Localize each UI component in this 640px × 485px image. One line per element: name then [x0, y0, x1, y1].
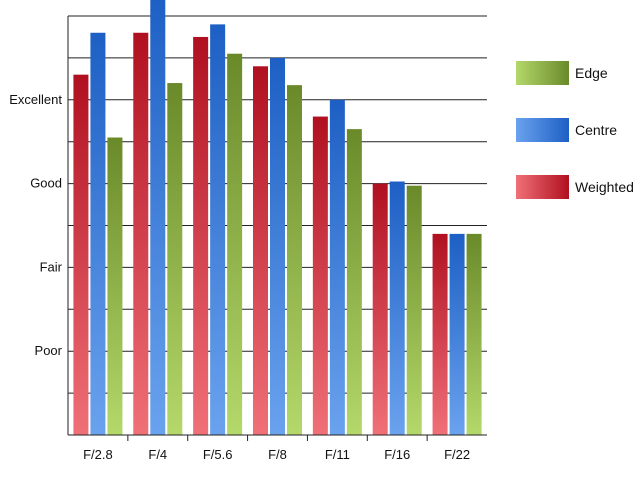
y-tick-labels: Poor Fair Good Excellent	[9, 92, 62, 358]
y-tick-label-fair: Fair	[40, 259, 63, 274]
bar-edge-f-5-6	[227, 53, 243, 436]
bar-edge-f-16	[406, 185, 422, 435]
x-tick-label-f-11: F/11	[325, 447, 350, 462]
bar-centre-f-5-6	[210, 24, 226, 435]
bar-edge-f-11	[346, 129, 362, 435]
axes	[67, 16, 487, 441]
bar-weighted-f-22	[432, 233, 448, 435]
bar-edge-f-2-8	[107, 137, 123, 435]
bar-weighted-f-16	[372, 183, 388, 435]
bar-centre-f-2-8	[90, 32, 106, 435]
legend-swatch-centre	[516, 118, 569, 142]
x-tick-label-f-16: F/16	[384, 447, 410, 462]
bar-weighted-f-8	[253, 66, 268, 435]
bar-edge-f-22	[466, 233, 482, 435]
x-tick-labels: F/2.8 F/4 F/5.6 F/8 F/11 F/16 F/22	[83, 447, 470, 462]
legend-label-edge: Edge	[575, 65, 608, 81]
bar-centre-f-16	[389, 181, 405, 435]
legend-label-centre: Centre	[575, 122, 617, 138]
bar-edge-f-4	[167, 83, 183, 435]
y-tick-label-poor: Poor	[35, 343, 63, 358]
legend-swatch-weighted	[516, 175, 569, 199]
y-tick-label-good: Good	[30, 176, 62, 191]
bars	[73, 0, 482, 436]
bar-edge-f-8	[287, 85, 302, 435]
legend-swatch-edge	[516, 61, 569, 85]
x-tick-label-f-2-8: F/2.8	[83, 447, 113, 462]
x-tick-label-f-8: F/8	[268, 447, 287, 462]
y-tick-label-excellent: Excellent	[9, 92, 62, 107]
x-tick-label-f-5-6: F/5.6	[203, 447, 233, 462]
bar-centre-f-8	[270, 57, 285, 436]
bar-weighted-f-2-8	[73, 74, 89, 435]
x-tick-label-f-4: F/4	[148, 447, 167, 462]
bar-weighted-f-4	[133, 32, 149, 435]
bar-centre-f-4	[150, 0, 166, 436]
x-tick-label-f-22: F/22	[444, 447, 470, 462]
bar-centre-f-11	[329, 99, 345, 436]
legend: Edge Centre Weighted	[516, 61, 634, 199]
bar-centre-f-22	[449, 233, 465, 435]
bar-weighted-f-11	[312, 116, 328, 435]
bar-weighted-f-5-6	[193, 36, 209, 435]
legend-label-weighted: Weighted	[575, 179, 634, 195]
